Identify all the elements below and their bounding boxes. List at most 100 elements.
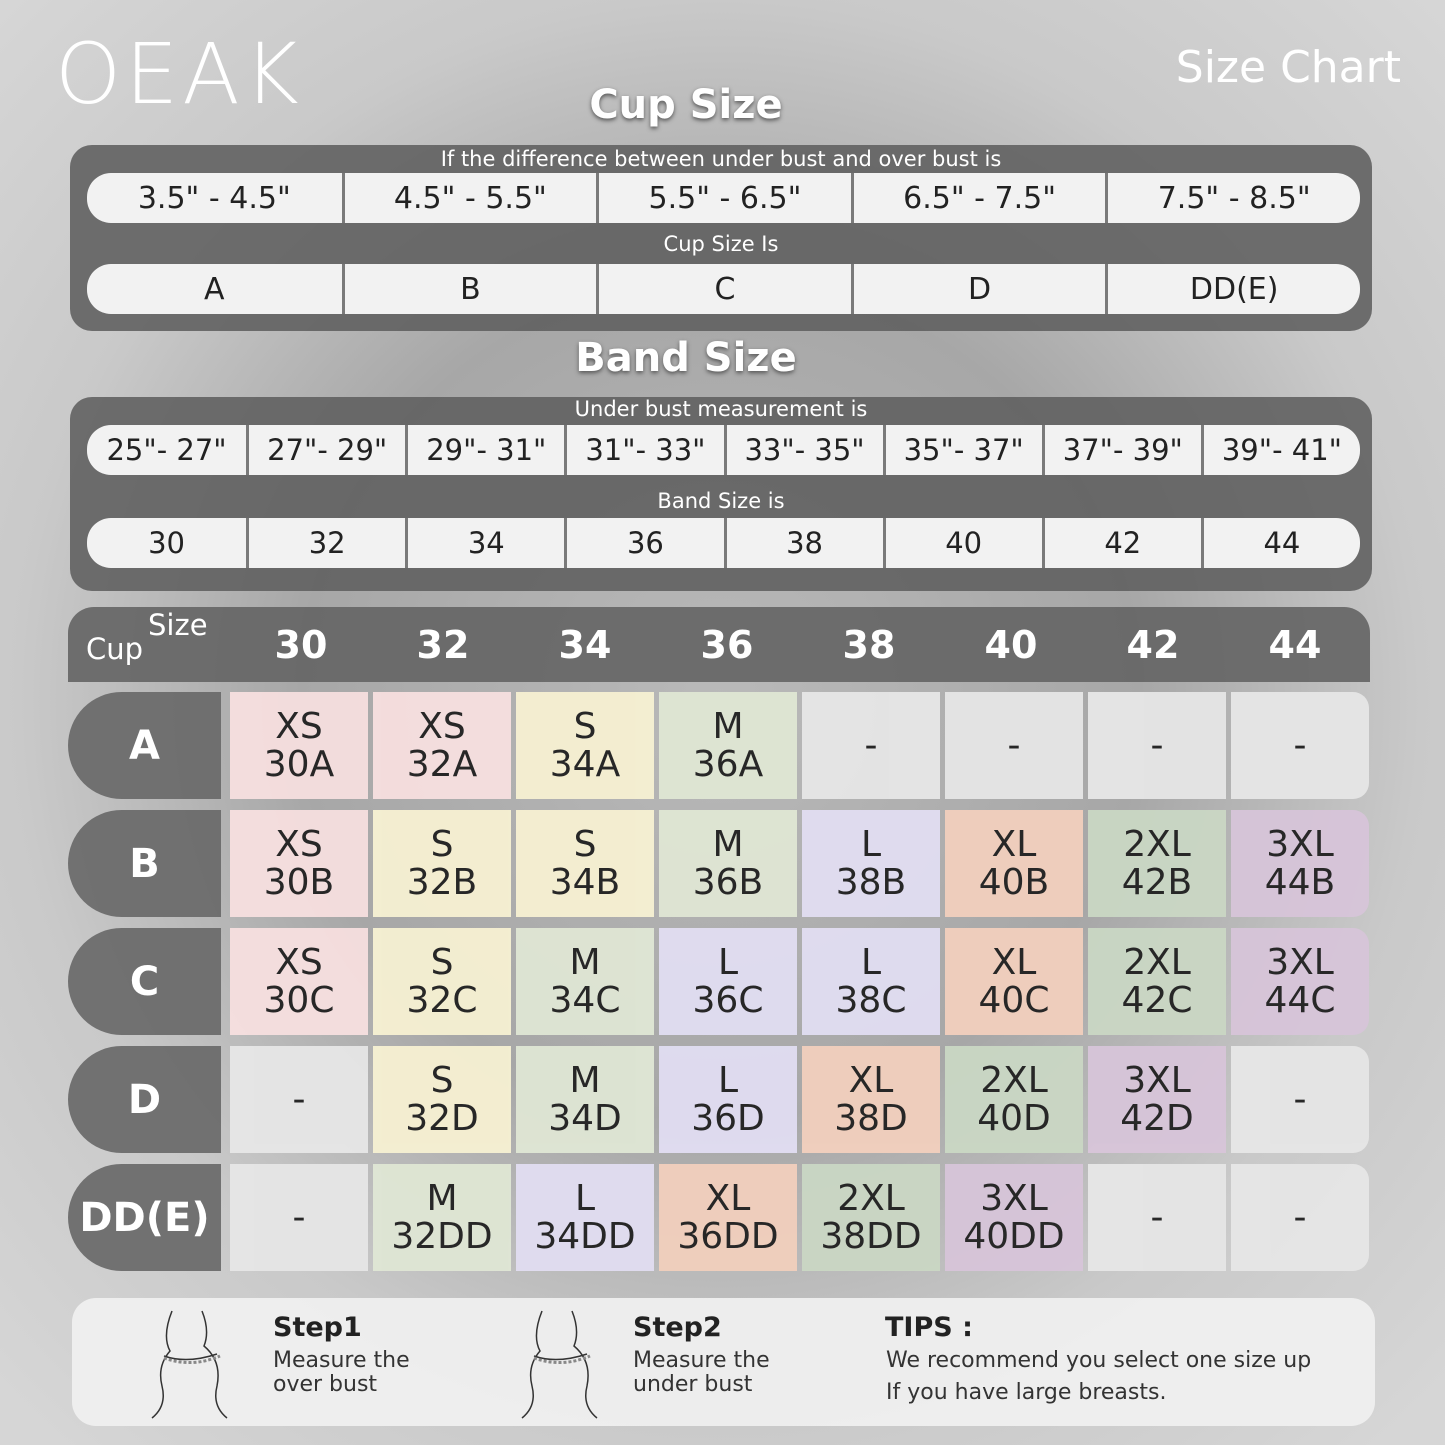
column-header: 42 (1126, 622, 1180, 667)
instructions-box: Step1 Measure the over bust Step2 Measure th… (72, 1298, 1375, 1426)
column-header: 44 (1268, 622, 1322, 667)
size-cell: 3XL 40DD (945, 1164, 1083, 1271)
size-label: XS (275, 941, 323, 983)
size-cell: S 32D (373, 1046, 511, 1153)
size-label: M (712, 823, 744, 865)
size-label: - (1007, 724, 1021, 766)
step-text: under bust (633, 1372, 753, 1397)
size-cell: M 34D (516, 1046, 654, 1153)
value-cell: 40 (882, 518, 1042, 568)
size-label: - (864, 724, 878, 766)
value-cell: 44 (1200, 518, 1360, 568)
size-cell: M 36B (659, 810, 797, 917)
row-label: A (68, 692, 221, 799)
size-label: XL (991, 941, 1037, 983)
size-label: XS (275, 705, 323, 747)
row-label: D (68, 1046, 221, 1153)
size-cell: 2XL 40D (945, 1046, 1083, 1153)
size-label: 2XL (980, 1059, 1048, 1101)
size-code: 40C (978, 979, 1050, 1021)
column-header: 34 (558, 622, 612, 667)
size-cell: XL 36DD (659, 1164, 797, 1271)
size-cell: L 34DD (516, 1164, 654, 1271)
size-cell: S 32C (373, 928, 511, 1035)
value-cell: 32 (246, 518, 405, 568)
size-cell: S 34A (516, 692, 654, 799)
size-cell: S 32B (373, 810, 511, 917)
size-label: M (712, 705, 744, 747)
section-caption: Band Size is (657, 489, 785, 513)
size-code: 32D (405, 1097, 479, 1139)
value-cell: B (341, 264, 597, 314)
size-cell: XS 30B (230, 810, 368, 917)
value-cell: 3.5" - 4.5" (137, 180, 291, 216)
size-label: 3XL (980, 1177, 1048, 1219)
step-text: over bust (273, 1372, 378, 1397)
measure-figure (521, 1310, 598, 1419)
size-code: 30C (263, 979, 335, 1021)
size-cell: 2XL 42C (1088, 928, 1226, 1035)
measure-figure (151, 1310, 228, 1419)
size-label: XL (705, 1177, 751, 1219)
value-cell: 7.5" - 8.5" (1105, 173, 1360, 223)
size-code: 38B (835, 861, 907, 903)
tips-title: TIPS : (885, 1312, 973, 1343)
size-code: 40B (978, 861, 1050, 903)
size-cell: L 36D (659, 1046, 797, 1153)
size-label: M (426, 1177, 458, 1219)
value-cell: 37"- 39" (1041, 425, 1201, 475)
size-code: 40D (977, 1097, 1051, 1139)
column-header: 30 (274, 622, 328, 667)
value-cell: 6.5" - 7.5" (850, 173, 1106, 223)
size-label: S (573, 705, 597, 747)
step-title: Step2 (633, 1312, 722, 1343)
size-cell: - (1231, 1164, 1369, 1271)
size-label: L (860, 941, 882, 983)
size-code: 42B (1121, 861, 1193, 903)
size-code: 44B (1264, 861, 1336, 903)
value-cell: 30 (148, 526, 186, 560)
size-label: L (860, 823, 882, 865)
corner-size: Size (148, 608, 208, 642)
size-code: 32B (406, 861, 478, 903)
size-label: S (573, 823, 597, 865)
size-cell: 3XL 44C (1231, 928, 1369, 1035)
size-cell: XL 40C (945, 928, 1083, 1035)
column-header: 40 (984, 622, 1038, 667)
size-label: M (569, 1059, 601, 1101)
size-label: L (717, 1059, 739, 1101)
size-code: 34D (548, 1097, 622, 1139)
size-code: 44C (1264, 979, 1336, 1021)
value-cell: 25"- 27" (106, 433, 227, 467)
size-cell: XL 40B (945, 810, 1083, 917)
size-cell: L 36C (659, 928, 797, 1035)
section-caption: Under bust measurement is (574, 397, 868, 421)
size-code: 38DD (820, 1215, 922, 1257)
value-cell: 35"- 37" (882, 425, 1042, 475)
size-code: 36B (692, 861, 764, 903)
brand-logo: OEAK (55, 25, 303, 123)
size-label: - (1293, 1196, 1307, 1238)
size-label: - (292, 1196, 306, 1238)
size-cell: L 38C (802, 928, 940, 1035)
size-code: 34B (549, 861, 621, 903)
value-cell: 39"- 41" (1200, 425, 1360, 475)
size-code: 32C (406, 979, 478, 1021)
size-label: S (430, 823, 454, 865)
value-cell: 5.5" - 6.5" (596, 173, 851, 223)
tips-text: We recommend you select one size up (886, 1348, 1312, 1373)
size-cell: XL 38D (802, 1046, 940, 1153)
value-cell: 33"- 35" (723, 425, 883, 475)
value-cell: 27"- 29" (246, 425, 405, 475)
size-label: S (430, 1059, 454, 1101)
size-code: 34A (549, 743, 621, 785)
section-caption: If the difference between under bust and… (440, 147, 1002, 171)
size-cell: 2XL 42B (1088, 810, 1226, 917)
value-cell: A (204, 271, 225, 307)
size-cell: M 34C (516, 928, 654, 1035)
size-cell: - (1088, 692, 1226, 799)
section-heading: Cup Size (589, 82, 783, 128)
corner-cup: Cup (86, 632, 144, 666)
value-cell: 29"- 31" (405, 425, 564, 475)
